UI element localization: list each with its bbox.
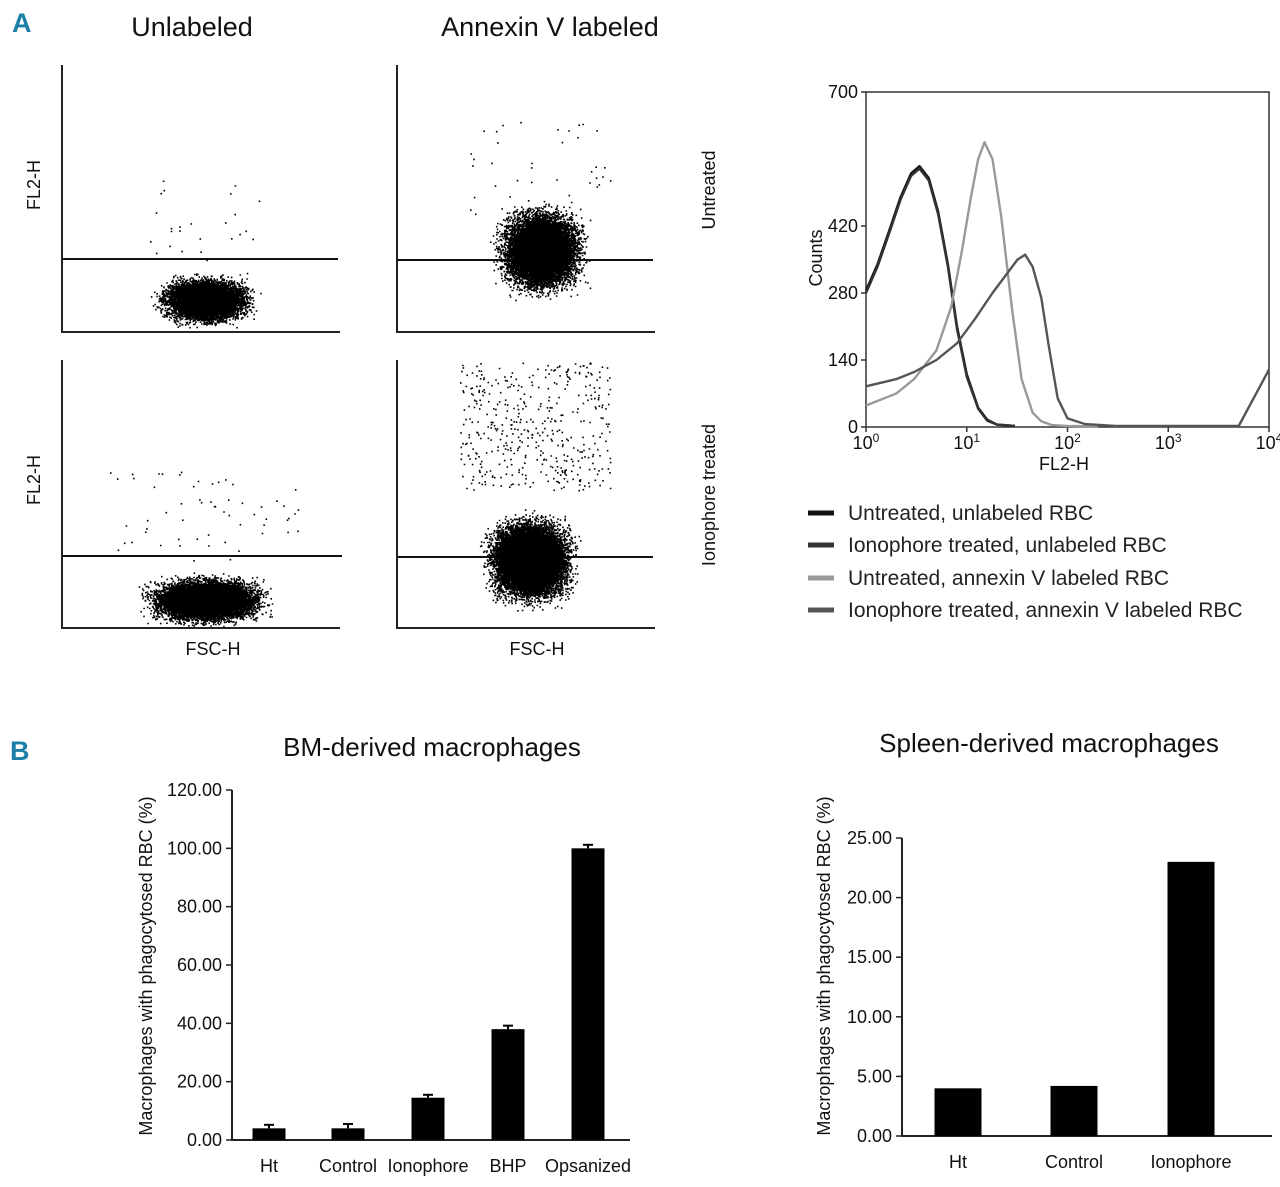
histogram-y-tick-label: 280 — [828, 283, 858, 303]
spleen-y-tick-label: 5.00 — [857, 1066, 892, 1086]
panel-b-letter: B — [10, 736, 30, 766]
bm-y-tick-label: 20.00 — [177, 1072, 222, 1092]
bm-category-label: Control — [319, 1156, 377, 1176]
histogram-y-tick-label: 140 — [828, 350, 858, 370]
scatter-xlabel-left: FSC-H — [186, 639, 241, 659]
scatter-dots — [150, 272, 262, 329]
bm-category-label: Ht — [260, 1156, 278, 1176]
histogram-xlabel: FL2-H — [1039, 454, 1089, 474]
legend-label-ionophore-annexin: Ionophore treated, annexin V labeled RBC — [848, 599, 1243, 622]
spleen-category-label: Ionophore — [1150, 1152, 1231, 1172]
histogram-series-1 — [864, 167, 1015, 428]
row-label-ionophore: Ionophore treated — [699, 424, 719, 566]
column-title-unlabeled: Unlabeled — [131, 12, 253, 42]
spleen-bar-chart: Spleen-derived macrophages Macrophages w… — [814, 728, 1272, 1172]
column-title-annexin: Annexin V labeled — [441, 12, 659, 42]
bm-bar-bhp — [491, 1029, 525, 1140]
histogram-x-tick-label: 102 — [1054, 431, 1081, 453]
scatter-plot-untreated-unlabeled — [61, 65, 340, 333]
scatter-dots — [138, 572, 274, 628]
bm-chart-ylabel: Macrophages with phagocytosed RBC (%) — [136, 796, 156, 1135]
histogram-ylabel: Counts — [806, 229, 826, 286]
histogram-x-tick-label: 104 — [1256, 431, 1280, 453]
histogram-y-tick-label: 0 — [848, 417, 858, 437]
bm-y-tick-label: 80.00 — [177, 897, 222, 917]
bm-y-tick-label: 40.00 — [177, 1013, 222, 1033]
spleen-y-tick-label: 25.00 — [847, 828, 892, 848]
scatter-plot-ionophore-annexin — [396, 360, 655, 629]
spleen-bar-ht — [934, 1088, 982, 1136]
bm-category-label: BHP — [489, 1156, 526, 1176]
scatter-sparse-dots — [470, 121, 612, 222]
histogram-series-2 — [865, 141, 1098, 428]
spleen-y-tick-label: 10.00 — [847, 1007, 892, 1027]
bm-category-label: Ionophore — [387, 1156, 468, 1176]
histogram-x-tick-label: 103 — [1155, 431, 1182, 453]
row-label-untreated: Untreated — [699, 150, 719, 229]
histogram-series-0 — [864, 164, 1015, 428]
spleen-bar-ionophore — [1167, 861, 1215, 1136]
bm-y-tick-label: 60.00 — [177, 955, 222, 975]
scatter-sparse-dots — [110, 471, 300, 562]
bm-y-tick-label: 100.00 — [167, 838, 222, 858]
spleen-category-label: Control — [1045, 1152, 1103, 1172]
scatter-dots — [479, 509, 582, 612]
scatter-sparse-dots — [460, 362, 612, 492]
histogram-y-tick-label: 700 — [828, 82, 858, 102]
spleen-category-label: Ht — [949, 1152, 967, 1172]
bm-bar-opsanized — [571, 848, 605, 1140]
scatter-sparse-dots — [150, 180, 261, 262]
scatter-ylabel-bottom: FL2-H — [24, 455, 44, 505]
bm-chart-title: BM-derived macrophages — [283, 732, 581, 762]
histogram-x-tick-label: 100 — [853, 431, 880, 453]
legend-label-untreated-annexin: Untreated, annexin V labeled RBC — [848, 567, 1169, 590]
spleen-chart-title: Spleen-derived macrophages — [879, 728, 1219, 758]
bm-bar-ht — [252, 1128, 286, 1140]
histogram-y-tick-label: 420 — [828, 216, 858, 236]
histogram-frame — [865, 91, 1270, 428]
histogram-legend: Untreated, unlabeled RBC Ionophore treat… — [808, 502, 1243, 622]
histogram-series-3 — [865, 253, 1271, 428]
scatter-plot-untreated-annexin — [396, 65, 655, 333]
histogram-chart: 0 140 280 420 700 100 101 102 103 104 Counts FL2… — [806, 82, 1280, 474]
bm-category-label: Opsanized — [545, 1156, 631, 1176]
spleen-y-tick-label: 0.00 — [857, 1126, 892, 1146]
histogram-x-tick-label: 101 — [953, 431, 980, 453]
spleen-y-tick-label: 15.00 — [847, 947, 892, 967]
legend-label-ionophore-unlabeled: Ionophore treated, unlabeled RBC — [848, 534, 1167, 557]
panel-a-letter: A — [12, 8, 32, 38]
legend-label-untreated-unlabeled: Untreated, unlabeled RBC — [848, 502, 1093, 525]
bm-bar-ionophore — [411, 1097, 445, 1140]
scatter-ylabel-top: FL2-H — [24, 160, 44, 210]
bm-y-tick-label: 0.00 — [187, 1130, 222, 1150]
scatter-xlabel-right: FSC-H — [510, 639, 565, 659]
bm-y-tick-label: 120.00 — [167, 780, 222, 800]
scatter-dots — [489, 200, 592, 302]
spleen-bar-control — [1050, 1085, 1098, 1136]
bm-bar-control — [331, 1128, 365, 1140]
bm-bar-chart: BM-derived macrophages Macrophages with … — [136, 732, 631, 1176]
spleen-chart-ylabel: Macrophages with phagocytosed RBC (%) — [814, 796, 834, 1135]
scatter-plot-ionophore-unlabeled — [61, 360, 342, 629]
spleen-y-tick-label: 20.00 — [847, 888, 892, 908]
